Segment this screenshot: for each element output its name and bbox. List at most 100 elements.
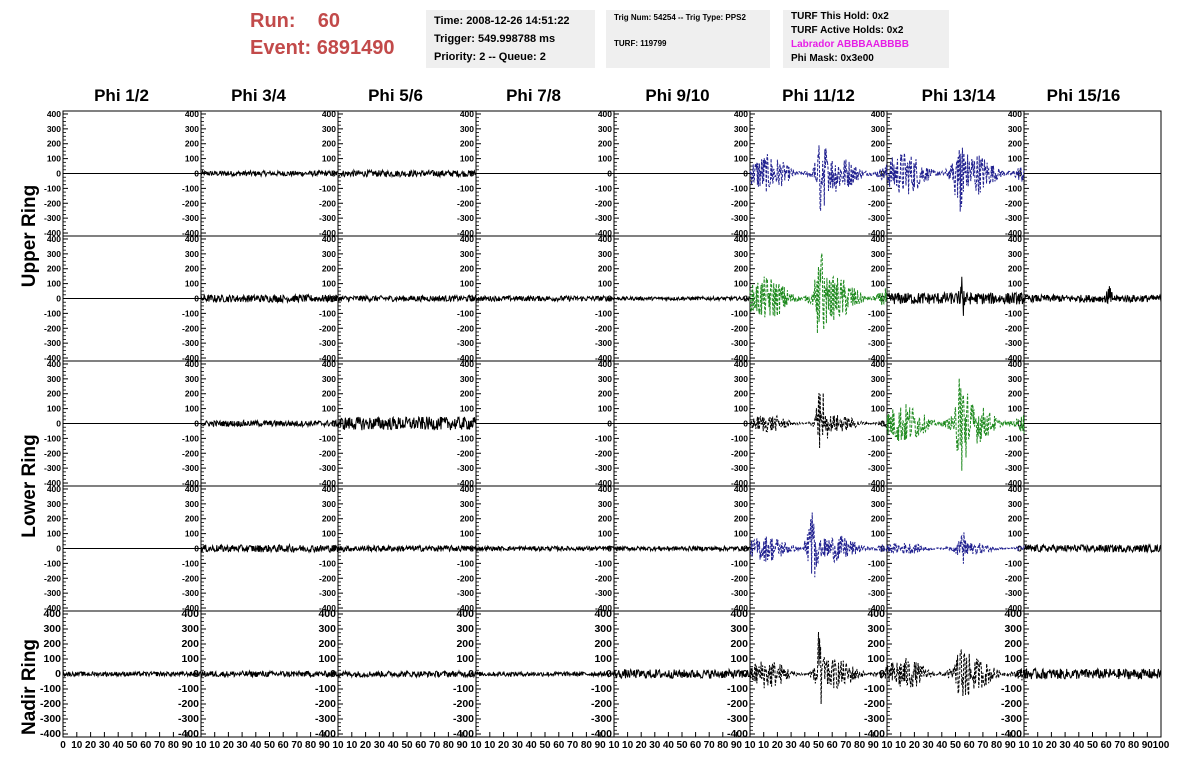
x-tick-label: 70 — [704, 740, 716, 751]
y-tick-label: -300 — [591, 713, 612, 725]
waveform-trace — [886, 147, 1025, 212]
waveform-trace — [475, 670, 615, 678]
y-tick-label: -300 — [1005, 588, 1022, 598]
x-tick-label: 50 — [950, 740, 962, 751]
y-tick-label: 200 — [322, 264, 336, 274]
y-tick-label: -300 — [44, 213, 61, 223]
y-tick-label: -100 — [731, 183, 748, 193]
x-tick-label: 40 — [936, 740, 948, 751]
y-tick-label: 100 — [1008, 154, 1022, 164]
waveform-trace — [1023, 286, 1162, 305]
y-tick-label: 400 — [47, 234, 61, 244]
y-tick-label: 0 — [56, 294, 61, 304]
turf-info-box: TURF This Hold: 0x2 TURF Active Holds: 0… — [783, 10, 949, 68]
y-tick-label: -400 — [44, 353, 61, 363]
y-tick-label: 300 — [322, 374, 336, 384]
y-tick-label: -400 — [44, 478, 61, 488]
y-tick-label: -200 — [40, 698, 61, 710]
x-tick-label: 90 — [182, 740, 194, 751]
x-tick-label: 20 — [1046, 740, 1058, 751]
column-header-phi-1-2: Phi 1/2 — [94, 86, 149, 105]
y-tick-label: 300 — [185, 499, 199, 509]
y-tick-label: 300 — [1008, 249, 1022, 259]
y-tick-label: 400 — [871, 109, 885, 119]
y-tick-label: -300 — [595, 463, 612, 473]
x-tick-label: 30 — [1060, 740, 1072, 751]
waveform-trace — [749, 145, 888, 211]
y-tick-label: 100 — [730, 653, 748, 665]
y-tick-label: 100 — [598, 279, 612, 289]
trigger-text: Trigger: 549.998788 ms — [434, 33, 556, 45]
y-tick-label: -100 — [731, 433, 748, 443]
y-tick-label: 300 — [322, 499, 336, 509]
y-tick-label: 100 — [185, 154, 199, 164]
x-tick-label: 80 — [305, 740, 317, 751]
y-tick-label: 300 — [734, 249, 748, 259]
y-tick-label: 0 — [1016, 668, 1022, 680]
y-tick-label: -400 — [868, 353, 885, 363]
y-tick-label: -100 — [44, 308, 61, 318]
y-tick-label: -300 — [319, 463, 336, 473]
y-tick-label: 200 — [1004, 638, 1022, 650]
y-tick-label: 400 — [1004, 608, 1022, 620]
y-tick-label: -400 — [595, 353, 612, 363]
y-tick-label: 100 — [456, 653, 474, 665]
y-tick-label: -200 — [591, 698, 612, 710]
y-tick-label: 200 — [871, 264, 885, 274]
y-tick-label: 300 — [598, 499, 612, 509]
y-tick-label: 400 — [867, 608, 885, 620]
waveform-trace — [475, 544, 615, 553]
y-tick-label: 100 — [871, 279, 885, 289]
y-tick-label: -100 — [44, 183, 61, 193]
time-info-box: Time: 2008-12-26 14:51:22 Trigger: 549.9… — [426, 10, 595, 68]
y-tick-label: 100 — [1004, 653, 1022, 665]
x-tick-label: 10 — [608, 740, 620, 751]
y-tick-label: -200 — [182, 573, 199, 583]
y-tick-label: 300 — [598, 124, 612, 134]
y-tick-label: -300 — [319, 588, 336, 598]
y-tick-label: 200 — [47, 139, 61, 149]
y-tick-label: 100 — [185, 529, 199, 539]
y-tick-label: -300 — [595, 213, 612, 223]
y-tick-label: 300 — [1008, 124, 1022, 134]
x-tick-label: 40 — [113, 740, 125, 751]
y-tick-label: -100 — [319, 183, 336, 193]
y-tick-label: -200 — [1005, 323, 1022, 333]
column-header-phi-5-6: Phi 5/6 — [368, 86, 423, 105]
y-tick-label: -200 — [1005, 573, 1022, 583]
y-tick-label: 300 — [598, 374, 612, 384]
y-tick-label: -200 — [868, 448, 885, 458]
x-tick-label: 60 — [415, 740, 427, 751]
y-tick-label: 100 — [871, 529, 885, 539]
waveform-trace — [62, 670, 202, 679]
y-tick-label: 200 — [460, 514, 474, 524]
y-tick-label: 300 — [734, 124, 748, 134]
y-tick-label: 300 — [734, 374, 748, 384]
y-tick-label: -400 — [595, 603, 612, 613]
y-tick-label: 0 — [55, 668, 61, 680]
y-tick-label: -400 — [453, 728, 474, 740]
y-tick-label: 100 — [460, 529, 474, 539]
y-tick-label: 400 — [460, 109, 474, 119]
y-tick-label: -200 — [1005, 448, 1022, 458]
y-tick-label: 100 — [322, 279, 336, 289]
y-tick-label: -300 — [731, 338, 748, 348]
y-tick-label: -100 — [182, 308, 199, 318]
y-tick-label: -200 — [595, 198, 612, 208]
y-tick-label: 300 — [185, 124, 199, 134]
run-value: 60 — [317, 10, 341, 32]
y-tick-label: -400 — [868, 478, 885, 488]
y-tick-label: 100 — [185, 404, 199, 414]
x-tick-label: 10 — [622, 740, 634, 751]
y-tick-label: 400 — [871, 484, 885, 494]
y-tick-label: 200 — [322, 389, 336, 399]
y-tick-label: 0 — [880, 294, 885, 304]
y-tick-label: 300 — [47, 499, 61, 509]
x-tick-label: 40 — [1073, 740, 1085, 751]
y-tick-label: 100 — [322, 154, 336, 164]
y-tick-label: 0 — [56, 419, 61, 429]
y-tick-label: -400 — [319, 353, 336, 363]
y-tick-label: 400 — [1008, 484, 1022, 494]
phi-mask-text: Phi Mask: 0x3e00 — [791, 53, 874, 64]
y-tick-label: -300 — [868, 588, 885, 598]
